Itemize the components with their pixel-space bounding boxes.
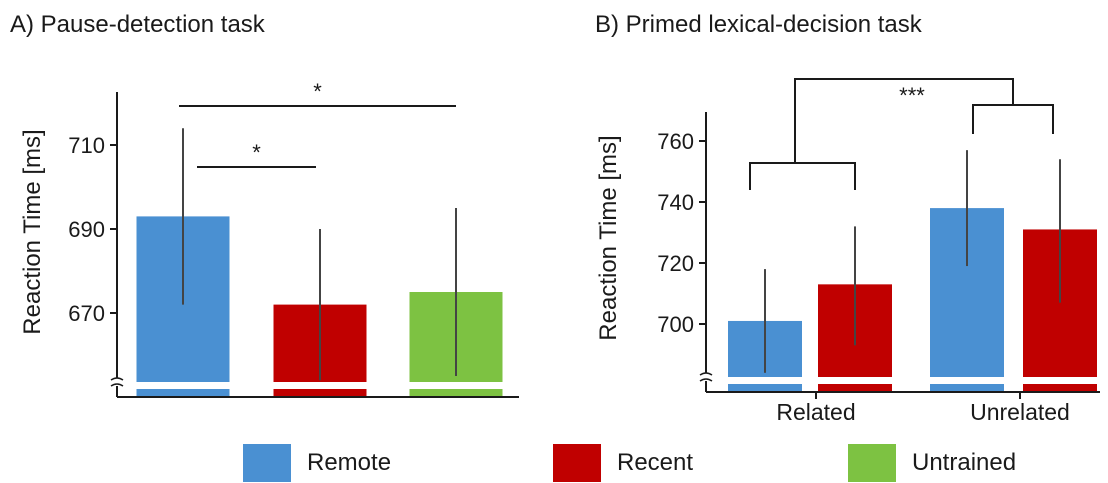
panel-a-bar-break-untrained — [409, 382, 503, 389]
panel-b-y-tick-label-740: 740 — [657, 190, 694, 215]
panel-b-axes — [699, 112, 1100, 393]
panel-b-axis-break-mark — [699, 372, 713, 382]
panel-a-bar-break-recent — [273, 382, 367, 389]
panel-b-y-tick-label-760: 760 — [657, 129, 694, 154]
panel-b-axis-break-gap — [700, 373, 712, 381]
legend-item-untrained: Untrained — [848, 444, 1016, 482]
panel-b-bracket-interaction — [794, 78, 1014, 163]
panel-b-y-ticks: 700 720 740 760 — [657, 129, 706, 337]
panel-b: B) Primed lexical-decision task Reaction… — [595, 11, 1100, 425]
panel-b-x-tick-label-unrelated: Unrelated — [970, 399, 1070, 425]
panel-a-axes — [110, 92, 519, 398]
panel-a-error-bars — [182, 128, 457, 381]
panel-a-y-tick-label-670: 670 — [68, 301, 105, 326]
panel-b-bar-break-recent-related — [818, 377, 892, 384]
legend-swatch-remote — [243, 444, 291, 482]
panel-b-y-tick-label-720: 720 — [657, 251, 694, 276]
panel-a-bar-break-remote — [136, 382, 230, 389]
panel-a-y-ticks: 670 690 710 — [68, 133, 117, 326]
legend-item-remote: Remote — [243, 444, 391, 482]
panel-b-bar-break-remote-related — [728, 377, 802, 384]
panel-b-significance: *** — [749, 78, 1054, 190]
panel-b-y-tick-label-700: 700 — [657, 312, 694, 337]
legend-swatch-recent — [553, 444, 601, 482]
panel-b-error-bars — [764, 150, 1061, 373]
panel-a-significance: ** — [179, 79, 456, 168]
panel-b-bracket-related — [749, 162, 856, 190]
panel-b-y-axis-label: Reaction Time [ms] — [595, 135, 622, 340]
panel-a-y-tick-label-710: 710 — [68, 133, 105, 158]
panel-b-x-tick-label-related: Related — [776, 399, 855, 425]
legend-item-recent: Recent — [553, 444, 693, 482]
panel-b-x-ticks: Related Unrelated — [776, 392, 1070, 425]
panel-b-title: B) Primed lexical-decision task — [595, 11, 923, 38]
panel-a-significance-star-1: * — [252, 140, 261, 165]
panel-b-bracket-unrelated — [972, 104, 1054, 134]
panel-b-bar-break-remote-unrelated — [930, 377, 1004, 384]
panel-a-axis-break-mark — [110, 377, 124, 387]
panel-b-significance-stars: *** — [899, 83, 925, 108]
legend-label-remote: Remote — [307, 449, 392, 476]
panel-a-title: A) Pause-detection task — [10, 11, 266, 38]
panel-a-y-axis-label: Reaction Time [ms] — [19, 129, 46, 334]
panel-a-significance-star-2: * — [313, 79, 322, 104]
legend-swatch-untrained — [848, 444, 896, 482]
legend-label-untrained: Untrained — [912, 449, 1017, 476]
panel-b-bar-break-recent-unrelated — [1023, 377, 1097, 384]
panel-b-bars — [728, 208, 1097, 392]
legend-label-recent: Recent — [617, 449, 694, 476]
panel-a-y-tick-label-690: 690 — [68, 217, 105, 242]
panel-a: A) Pause-detection task Reaction Time [m… — [10, 11, 519, 398]
panel-a-axis-break-gap — [111, 378, 123, 386]
